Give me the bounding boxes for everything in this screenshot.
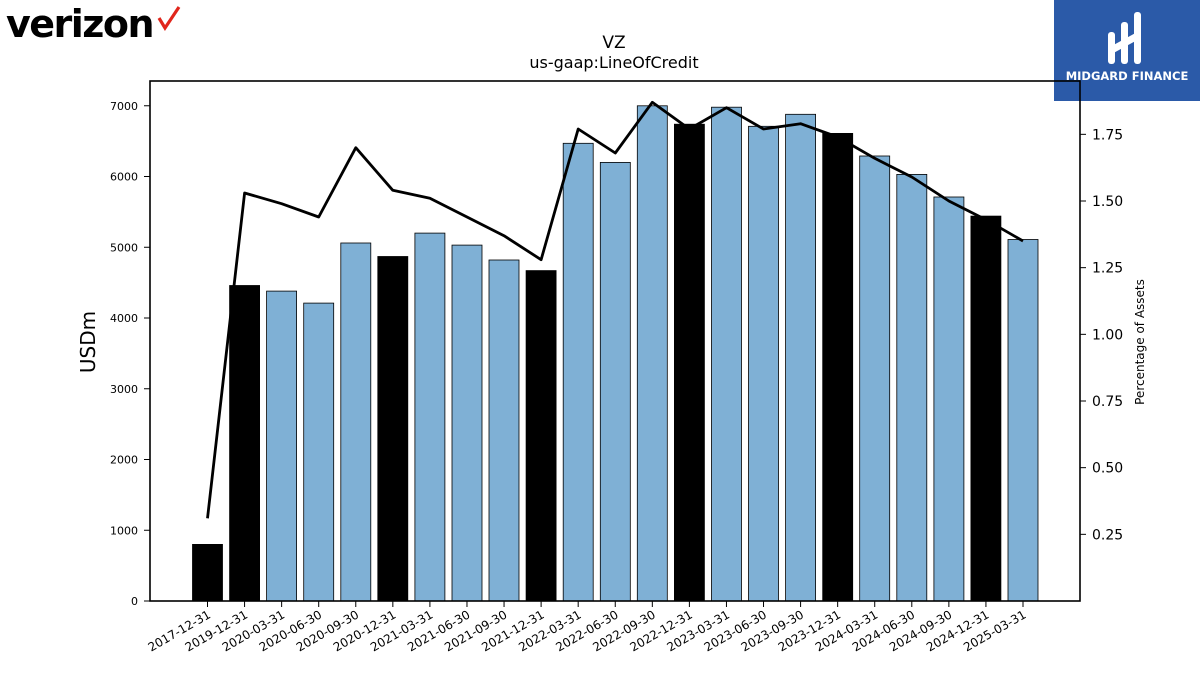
bar: [933, 196, 965, 602]
bar: [303, 302, 335, 602]
chart-title: VZ: [602, 33, 625, 53]
y2-tick-label: 0.75: [1092, 394, 1123, 410]
y-tick-label: 6000: [110, 171, 138, 184]
y-tick-label: 1000: [110, 524, 138, 537]
y2-tick-label: 1.25: [1092, 261, 1123, 277]
y-tick-label: 5000: [110, 241, 138, 254]
y2-tick-label: 0.25: [1092, 527, 1123, 543]
bar: [377, 256, 409, 602]
y2-tick-label: 0.50: [1092, 461, 1123, 477]
bar: [599, 161, 631, 602]
y-axis-label: USDm: [76, 311, 100, 373]
midgard-finance-name: MIDGARD FINANCE: [1065, 69, 1189, 83]
y-tick-label: 0: [131, 595, 138, 608]
bar: [674, 123, 705, 602]
bar: [896, 173, 928, 602]
bar: [192, 544, 223, 602]
y-tick-label: 2000: [110, 454, 138, 467]
bar: [785, 113, 816, 602]
bar: [451, 244, 483, 602]
plot-area: 0 1000 2000 3000 4000 5000 6000 7000 0.25 0.50 0.7…: [110, 80, 1123, 654]
midgard-emblem-icon: [1108, 12, 1141, 64]
y2-tick-label: 1.75: [1092, 127, 1123, 143]
y2-tick-label: 1.00: [1092, 327, 1123, 343]
bar: [859, 155, 891, 602]
checkmark-icon: [157, 6, 181, 31]
bar: [488, 259, 520, 602]
chart-subtitle: us-gaap:LineOfCredit: [529, 53, 698, 72]
bar: [266, 290, 298, 602]
y2-axis-label: Percentage of Assets: [1133, 279, 1147, 405]
percentage-line: [206, 100, 1024, 519]
bar: [636, 105, 668, 602]
verizon-wordmark: verizon: [6, 2, 155, 46]
bar: [711, 106, 742, 602]
y-tick-label: 7000: [110, 100, 138, 113]
verizon-logo: verizon: [6, 2, 181, 46]
y-tick-label: 4000: [110, 312, 138, 325]
bar: [414, 232, 446, 602]
bar: [562, 142, 594, 602]
bar: [1007, 239, 1039, 602]
bar: [229, 285, 261, 602]
midgard-finance-logo: MIDGARD FINANCE: [1054, 0, 1200, 101]
bar: [822, 132, 854, 602]
bar: [340, 242, 372, 602]
y2-tick-label: 1.50: [1092, 194, 1123, 210]
y-tick-label: 3000: [110, 383, 138, 396]
bar: [970, 215, 1002, 602]
bar: [525, 270, 557, 602]
bar: [748, 125, 779, 602]
